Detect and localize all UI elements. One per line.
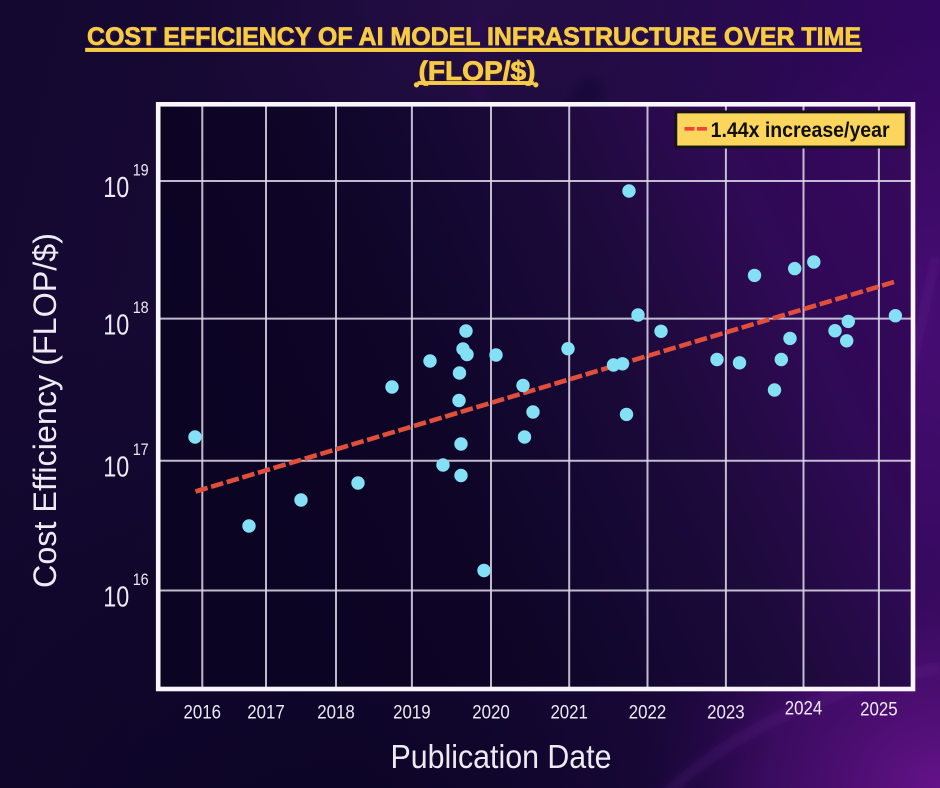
svg-text:16: 16 [133,571,149,589]
svg-text:2018: 2018 [317,703,355,724]
svg-text:2022: 2022 [629,703,667,724]
svg-text:Cost Efficiency (FLOP/$): Cost Efficiency (FLOP/$) [27,233,63,588]
svg-text:2019: 2019 [393,703,431,724]
svg-text:19: 19 [133,162,149,180]
svg-text:18: 18 [133,299,149,317]
svg-text:17: 17 [133,441,149,459]
svg-text:2016: 2016 [184,703,222,724]
svg-text:2021: 2021 [550,703,588,724]
svg-text:1.44x increase/year: 1.44x increase/year [711,119,890,142]
svg-text:10: 10 [103,310,129,342]
svg-text:Publication Date: Publication Date [391,739,612,776]
svg-text:2020: 2020 [472,703,510,724]
svg-text:2024: 2024 [785,699,823,720]
svg-text:2023: 2023 [707,703,745,724]
svg-text:COST EFFICIENCY OF AI MODEL IN: COST EFFICIENCY OF AI MODEL INFRASTRUCTU… [87,23,861,51]
svg-text:10: 10 [103,582,129,614]
svg-text:2017: 2017 [247,703,285,724]
svg-text:2025: 2025 [860,700,898,721]
svg-text:10: 10 [103,452,129,484]
svg-text:10: 10 [103,172,129,204]
